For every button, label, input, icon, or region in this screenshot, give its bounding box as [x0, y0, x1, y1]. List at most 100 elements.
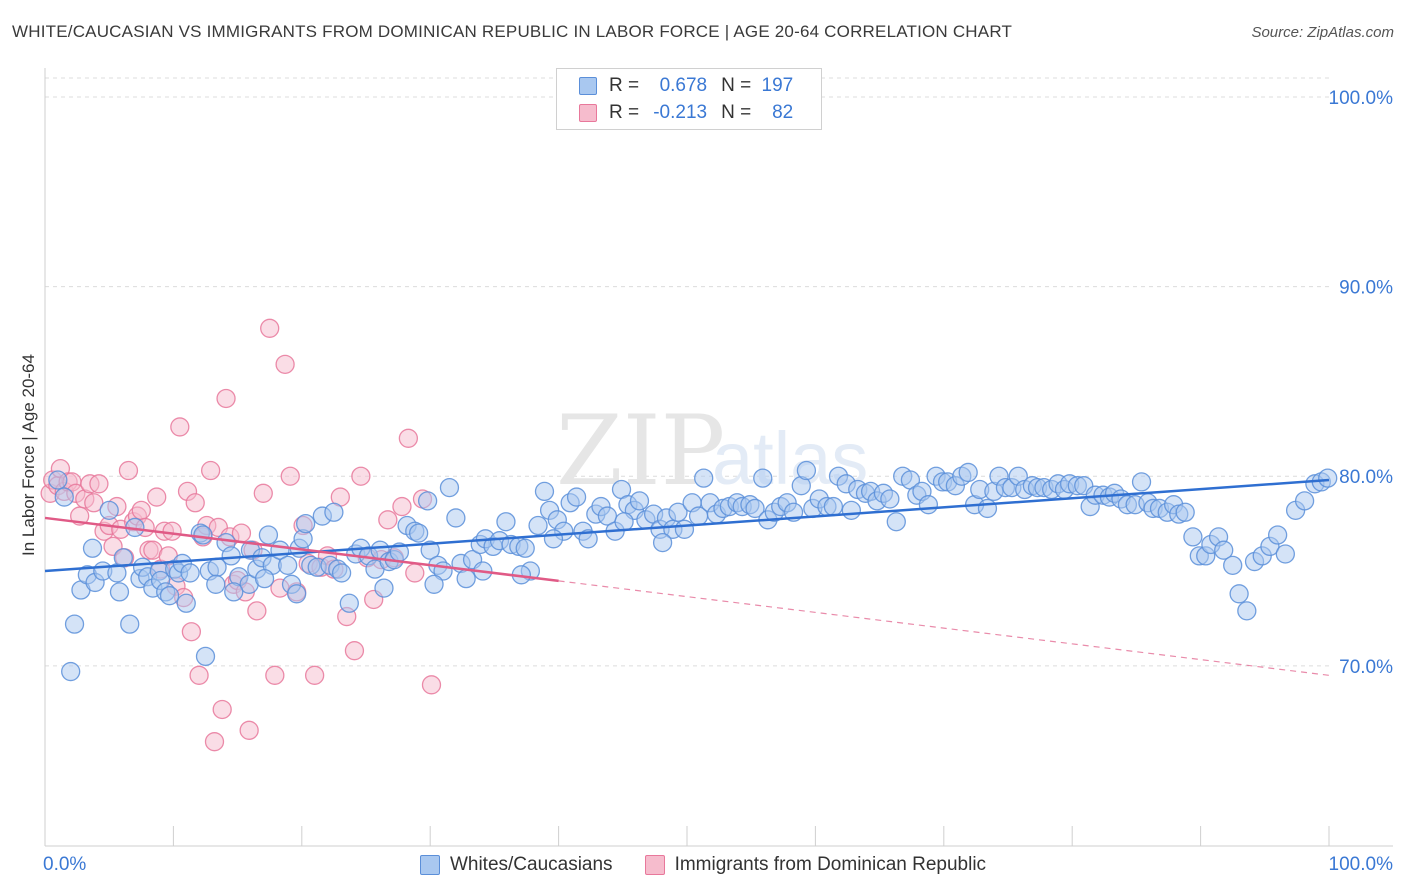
y-tick-label: 70.0%	[1339, 657, 1393, 678]
point-whites	[258, 525, 279, 545]
point-immigrants	[118, 460, 139, 481]
point-whites	[886, 512, 906, 532]
point-immigrants	[275, 354, 295, 374]
y-tick-label: 80.0%	[1339, 467, 1393, 488]
point-whites	[1131, 472, 1152, 492]
chart-title: WHITE/CAUCASIAN VS IMMIGRANTS FROM DOMIN…	[12, 22, 1013, 41]
point-immigrants	[260, 318, 280, 338]
point-whites	[109, 582, 130, 602]
point-immigrants	[398, 428, 419, 448]
point-whites	[1294, 491, 1315, 511]
point-whites	[496, 512, 516, 532]
point-whites	[1237, 601, 1257, 621]
point-immigrants	[392, 496, 412, 517]
point-whites	[408, 523, 429, 543]
point-whites	[543, 529, 564, 549]
point-whites	[417, 491, 438, 511]
point-immigrants	[204, 732, 225, 752]
legend-r-value-immigrants: -0.213	[653, 102, 708, 123]
point-immigrants	[170, 417, 190, 437]
point-immigrants	[189, 665, 209, 685]
point-whites	[48, 470, 68, 490]
point-immigrants	[344, 641, 365, 661]
point-immigrants	[212, 699, 232, 720]
point-whites	[614, 512, 634, 532]
point-whites	[578, 529, 598, 549]
point-whites	[674, 519, 695, 539]
point-whites	[823, 496, 844, 517]
legend-label-whites: Whites/Caucasians	[449, 854, 613, 875]
y-axis-title: In Labor Force | Age 20-64	[19, 354, 38, 556]
legend-label-immigrants: Immigrants from Dominican Republic	[674, 854, 987, 875]
point-whites	[841, 500, 862, 521]
legend-item-immigrants: Immigrants from Dominican Republic	[644, 854, 987, 876]
point-whites	[61, 661, 81, 682]
point-whites	[439, 477, 460, 498]
legend-swatch-immigrants	[644, 855, 665, 875]
point-whites	[1175, 502, 1195, 522]
point-immigrants	[247, 601, 267, 621]
point-whites	[82, 538, 103, 558]
point-whites	[1214, 540, 1234, 560]
point-immigrants	[405, 563, 425, 583]
point-whites	[120, 614, 140, 634]
legend-swatch-blue	[579, 77, 597, 95]
point-whites	[753, 468, 773, 488]
point-whites	[528, 515, 548, 536]
point-whites	[1275, 544, 1295, 564]
point-immigrants	[421, 675, 442, 695]
legend-swatch-whites	[419, 855, 440, 875]
point-whites	[176, 593, 196, 613]
point-immigrants	[280, 466, 300, 486]
legend-swatch-pink	[579, 104, 597, 122]
chart-source: Source: ZipAtlas.com	[1251, 24, 1394, 41]
point-immigrants	[147, 487, 167, 507]
point-immigrants	[378, 510, 398, 530]
point-whites	[324, 502, 344, 522]
watermark-zip: ZIP	[556, 395, 725, 507]
point-immigrants	[162, 521, 182, 541]
legend-r-label: R =	[609, 102, 640, 123]
point-whites	[331, 563, 352, 583]
point-whites	[977, 498, 998, 519]
legend-row-whites: R = 0.678 N = 197	[579, 73, 793, 99]
point-whites	[456, 568, 476, 589]
point-whites	[254, 568, 275, 589]
point-whites	[180, 563, 200, 583]
legend-r-value-whites: 0.678	[659, 75, 708, 96]
point-immigrants	[304, 665, 325, 685]
point-immigrants	[185, 493, 205, 513]
point-whites	[745, 498, 765, 519]
point-whites	[652, 532, 673, 553]
point-whites	[958, 462, 978, 483]
point-immigrants	[131, 500, 151, 521]
point-whites	[193, 525, 213, 545]
point-whites	[420, 540, 440, 560]
point-whites	[694, 468, 714, 488]
point-immigrants	[89, 474, 109, 494]
point-whites	[1229, 584, 1249, 604]
point-whites	[534, 481, 555, 502]
point-whites	[629, 491, 650, 511]
point-immigrants	[265, 665, 285, 685]
point-whites	[374, 578, 394, 598]
point-immigrants	[181, 622, 202, 642]
legend-n-label: N =	[721, 75, 752, 96]
point-immigrants	[200, 460, 221, 481]
legend-n-label: N =	[721, 102, 752, 123]
legend-r-label: R =	[609, 75, 640, 96]
correlation-legend: R = 0.678 N = 197 R = -0.213 N = 82	[556, 68, 822, 130]
point-whites	[206, 574, 226, 594]
x-tick-label-min: 0.0%	[43, 854, 86, 875]
point-whites	[195, 646, 216, 667]
series-immigrants-points	[40, 318, 442, 752]
point-whites	[566, 487, 587, 507]
point-whites	[1318, 468, 1338, 488]
watermark: ZIP atlas	[556, 395, 868, 507]
point-whites	[296, 513, 316, 534]
point-whites	[668, 502, 688, 522]
point-whites	[796, 460, 817, 481]
point-whites	[515, 538, 535, 558]
x-tick-label-max: 100.0%	[1329, 854, 1394, 875]
